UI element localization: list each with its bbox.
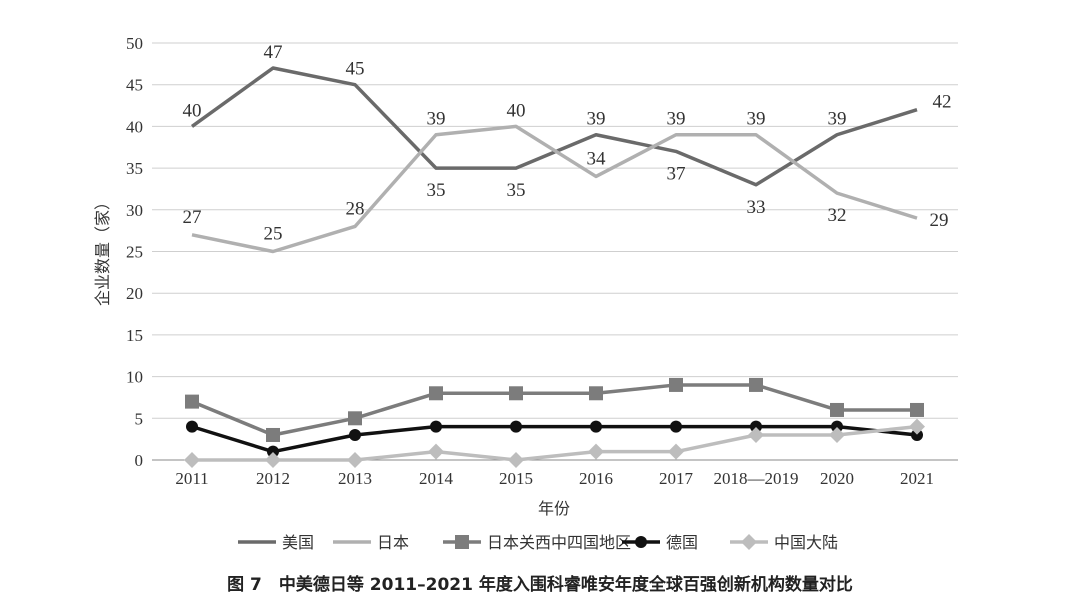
- data-point: [668, 443, 684, 460]
- data-label: 28: [346, 198, 365, 219]
- data-point: [831, 420, 843, 433]
- legend-label: 中国大陆: [774, 533, 838, 552]
- data-point: [267, 445, 279, 458]
- x-tick-label: 2013: [338, 469, 372, 488]
- series-line-1: [191, 124, 918, 254]
- x-tick-label: 2014: [419, 469, 454, 488]
- figure-caption: 图 7 中美德日等 2011–2021 年度入围科睿唯安年度全球百强创新机构数量…: [227, 575, 853, 595]
- y-tick-label: 30: [126, 201, 143, 220]
- data-point: [509, 386, 523, 401]
- y-axis-ticks: 0 5 10 15 20 25 30 35 40 45 50: [126, 34, 143, 470]
- data-point: [670, 420, 682, 433]
- data-point: [510, 420, 522, 433]
- data-point: [349, 428, 361, 441]
- data-label: 47: [264, 42, 283, 63]
- data-point: [589, 386, 603, 401]
- y-tick-label: 5: [135, 409, 144, 428]
- data-point: [508, 452, 524, 468]
- series-line-2: [191, 383, 917, 437]
- x-tick-label: 2015: [499, 469, 533, 488]
- x-tick-label: 2020: [820, 469, 854, 488]
- data-point: [428, 443, 444, 460]
- x-tick-label: 2017: [659, 469, 694, 488]
- data-label: 29: [930, 210, 949, 231]
- y-tick-label: 50: [126, 34, 143, 53]
- data-point: [909, 418, 925, 435]
- y-tick-label: 45: [126, 76, 143, 95]
- y-tick-label: 40: [126, 117, 143, 136]
- y-tick-label: 0: [135, 451, 144, 470]
- data-point: [348, 411, 362, 426]
- legend-label: 美国: [282, 533, 314, 552]
- data-label: 39: [667, 109, 686, 130]
- data-point: [910, 402, 924, 417]
- y-tick-label: 20: [126, 284, 143, 303]
- data-label: 37: [667, 163, 686, 184]
- series-line-4: [192, 424, 918, 462]
- y-axis-title: 企业数量（家）: [93, 194, 112, 306]
- data-label: 34: [587, 148, 607, 169]
- x-axis-ticks: 2011 2012 2013 2014 2015 2016 2017 2018—2019 202…: [175, 469, 934, 488]
- data-point: [588, 443, 604, 460]
- data-label: 42: [933, 92, 952, 113]
- data-point: [748, 426, 764, 443]
- data-label: 45: [346, 59, 365, 80]
- data-label: 39: [587, 109, 606, 130]
- x-tick-label: 2011: [175, 469, 208, 488]
- data-point: [911, 428, 923, 441]
- data-label: 33: [747, 197, 766, 218]
- data-label: 35: [507, 180, 526, 201]
- data-point: [669, 377, 683, 392]
- legend-marker: [635, 536, 647, 548]
- data-point: [829, 426, 845, 443]
- legend: 美国 日本 日本关西中四国地区 德国 中国大陆: [238, 533, 838, 552]
- data-point: [266, 427, 280, 442]
- data-label: 40: [183, 100, 202, 121]
- x-tick-label: 2012: [256, 469, 290, 488]
- legend-marker: [741, 534, 757, 550]
- data-labels: 40 47 45 35 35 39 37 33 39 42 27 25 28 39 40 34 39 39 32 29: [183, 42, 952, 244]
- legend-label: 日本关西中四国地区: [487, 533, 631, 552]
- data-point: [186, 420, 198, 433]
- data-point: [429, 386, 443, 401]
- data-point: [750, 420, 762, 433]
- y-tick-label: 35: [126, 159, 143, 178]
- x-tick-label: 2018—2019: [714, 469, 799, 488]
- data-label: 39: [427, 109, 446, 130]
- legend-marker: [455, 535, 469, 549]
- data-point: [184, 452, 200, 468]
- data-label: 32: [828, 205, 847, 226]
- x-tick-label: 2021: [900, 469, 934, 488]
- data-point: [590, 420, 602, 433]
- data-label: 40: [507, 100, 526, 121]
- y-tick-label: 10: [126, 368, 143, 387]
- x-tick-label: 2016: [579, 469, 613, 488]
- data-point: [749, 377, 763, 392]
- data-point: [265, 452, 281, 468]
- series-line-3: [191, 424, 918, 454]
- data-label: 39: [828, 109, 847, 130]
- data-point: [830, 402, 844, 417]
- legend-label: 日本: [377, 533, 409, 552]
- data-point: [430, 420, 442, 433]
- y-tick-label: 15: [126, 326, 143, 345]
- data-point: [185, 394, 199, 409]
- legend-label: 德国: [666, 533, 698, 552]
- data-label: 35: [427, 180, 446, 201]
- data-point: [347, 452, 363, 468]
- y-tick-label: 25: [126, 243, 143, 262]
- data-label: 25: [264, 224, 283, 245]
- x-axis-title: 年份: [538, 499, 570, 518]
- series-group: [184, 66, 925, 468]
- grid: [152, 42, 958, 461]
- data-label: 39: [747, 109, 766, 130]
- data-label: 27: [183, 207, 202, 228]
